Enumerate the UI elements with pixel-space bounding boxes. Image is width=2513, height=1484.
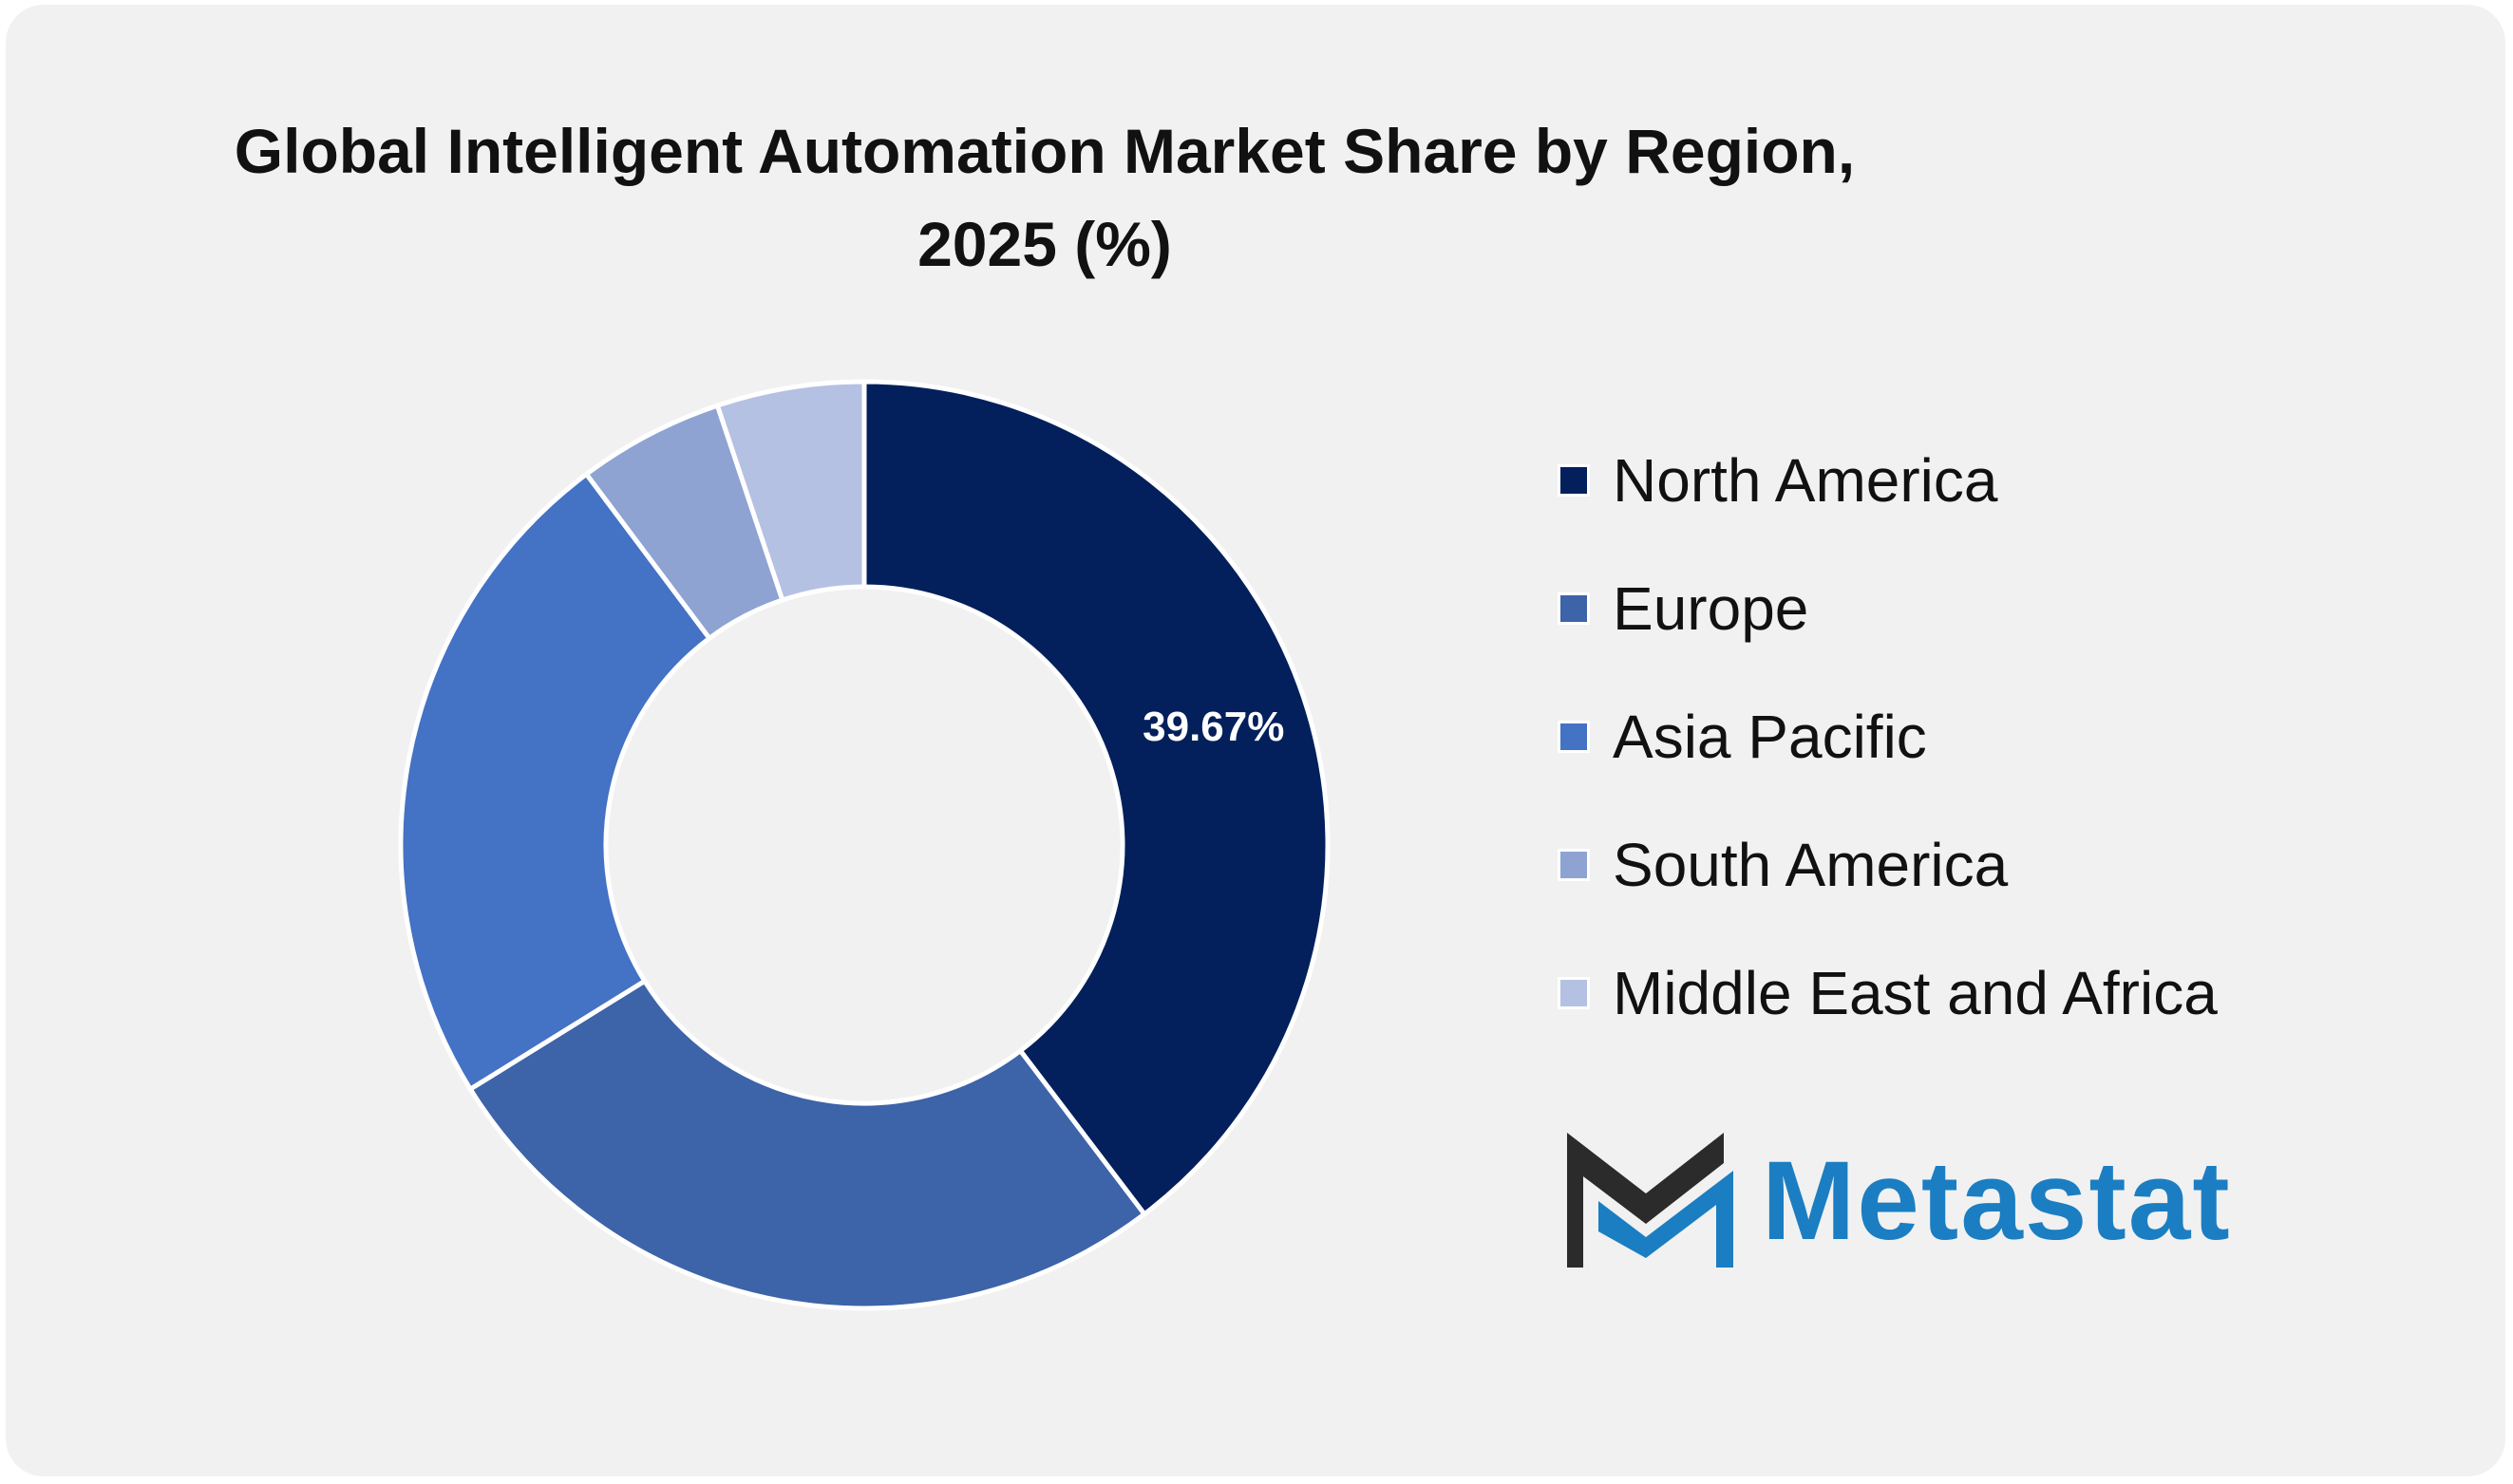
legend-swatch-south-america (1558, 849, 1590, 881)
chart-title: Global Intelligent Automation Market Sha… (0, 104, 2089, 291)
slice-asia-pacific (398, 470, 713, 1093)
legend-swatch-asia-pacific (1558, 721, 1590, 753)
legend-swatch-middle-east-africa (1558, 977, 1590, 1009)
metastat-logo-icon (1567, 1133, 1733, 1268)
legend-label-asia-pacific: Asia Pacific (1613, 703, 1927, 771)
chart-title-line-1: Global Intelligent Automation Market Sha… (234, 116, 1856, 186)
slice-middle-east-africa (714, 379, 867, 604)
legend-label-middle-east-africa: Middle East and Africa (1613, 959, 2218, 1027)
metastat-logo: Metastat (1562, 1125, 2246, 1277)
chart-title-line-2: 2025 (%) (917, 209, 1172, 279)
metastat-wordmark: Metastat (1762, 1138, 2232, 1264)
legend-label-south-america: South America (1613, 831, 2009, 899)
slice-north-america (861, 379, 1331, 1218)
legend-swatch-europe (1558, 592, 1590, 625)
data-label-north-america: 39.67% (1143, 704, 1284, 750)
slice-europe (466, 977, 1148, 1311)
legend-swatch-north-america (1558, 464, 1590, 497)
legend-label-north-america: North America (1613, 446, 1998, 515)
legend-label-europe: Europe (1613, 574, 1809, 643)
